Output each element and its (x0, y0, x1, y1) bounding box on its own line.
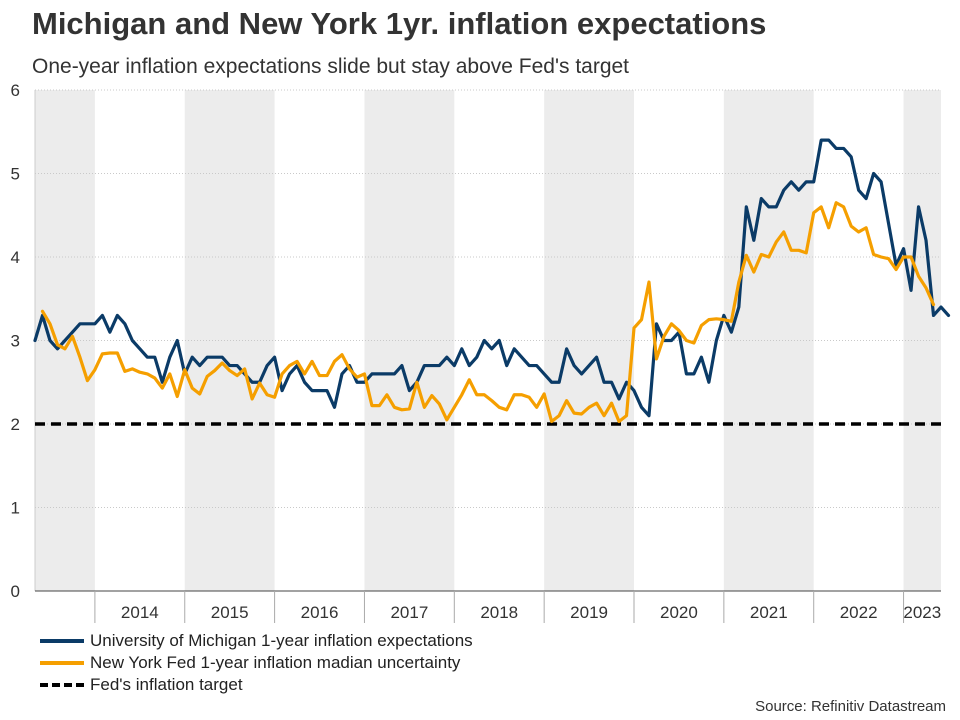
x-tick-label: 2019 (570, 603, 608, 622)
legend-label-fed-target: Fed's inflation target (90, 675, 243, 694)
x-axis: 2014 2015 2016 2017 2018 2019 2020 2021 2022 2023 (35, 590, 941, 623)
x-tick-label: 2016 (301, 603, 339, 622)
legend-swatch-fed-target (40, 683, 84, 687)
source-note: Source: Refinitiv Datastream (755, 698, 946, 715)
x-tick-label: 2014 (121, 603, 159, 622)
legend-swatch-michigan (40, 639, 84, 643)
legend-item-newyork: New York Fed 1-year inflation madian unc… (40, 652, 473, 674)
chart-subtitle: One-year inflation expectations slide bu… (32, 55, 630, 78)
y-tick-label: 3 (11, 332, 20, 351)
legend-item-michigan: University of Michigan 1-year inflation … (40, 630, 473, 652)
y-axis: 0 1 2 3 4 5 6 (11, 81, 36, 601)
x-tick-label: 2018 (480, 603, 518, 622)
year-band-2015 (184, 90, 275, 591)
x-tick-label: 2020 (660, 603, 698, 622)
year-band-2021 (723, 90, 814, 591)
x-tick-label: 2023 (903, 603, 941, 622)
x-tick-label: 2022 (840, 603, 878, 622)
y-tick-label: 1 (11, 499, 20, 518)
legend: University of Michigan 1-year inflation … (40, 630, 473, 696)
x-tick-label: 2017 (390, 603, 428, 622)
legend-label-michigan: University of Michigan 1-year inflation … (90, 631, 473, 650)
year-band-2019 (544, 90, 635, 591)
year-band-2017 (364, 90, 455, 591)
legend-swatch-newyork (40, 661, 84, 665)
series-layer (33, 138, 951, 426)
series-newyork (40, 201, 936, 424)
chart-title: Michigan and New York 1yr. inflation exp… (32, 6, 767, 41)
year-band-2023 (903, 90, 941, 591)
y-tick-label: 4 (11, 248, 20, 267)
y-tick-label: 0 (11, 582, 20, 601)
x-tick-label: 2021 (750, 603, 788, 622)
legend-label-newyork: New York Fed 1-year inflation madian unc… (90, 653, 461, 672)
series-michigan (33, 138, 951, 418)
y-tick-label: 5 (11, 165, 20, 184)
x-tick-label: 2015 (211, 603, 249, 622)
y-tick-label: 6 (11, 81, 20, 100)
y-tick-label: 2 (11, 415, 20, 434)
legend-item-fed-target: Fed's inflation target (40, 674, 473, 696)
